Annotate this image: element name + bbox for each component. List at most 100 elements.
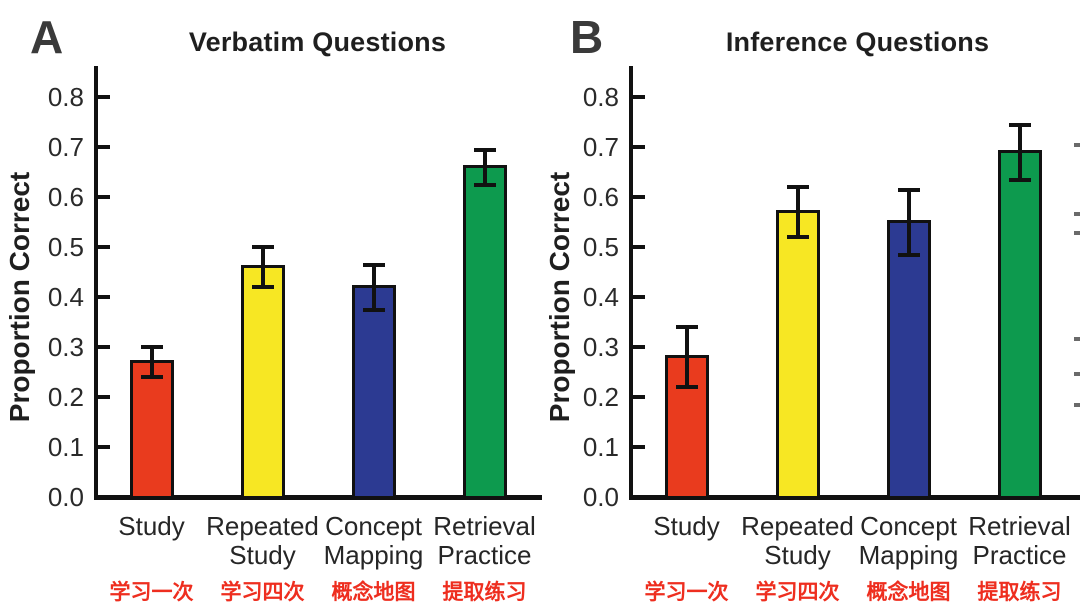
error-bar-cap-bottom [140,375,163,379]
cropped-tick-mark [1074,231,1080,235]
x-category-label: Retrieval Practice [433,511,536,570]
y-tick-label: 0.3 [582,332,619,362]
y-tick-label: 0.8 [582,82,619,112]
error-bar-stem [684,327,689,387]
plot-area: 0.0 0.1 0.2 0.3 0.4 0.5 0.6 0.7 0.8 Study 学习一次 Repe… [47,66,542,604]
bar-retrieval-practice [997,150,1042,499]
error-bar-cap-top [473,147,496,152]
x-category-label: Repeated Study [206,511,319,570]
y-tick [98,295,110,299]
error-bar-cap-top [675,325,698,329]
error-bar-stem [906,189,911,255]
x-category-annotation-zh: 学习四次 [220,581,305,604]
x-category-annotation-zh: 学习一次 [644,581,729,604]
x-category-label: Retrieval Practice [968,511,1071,570]
error-bar-stem [371,264,376,310]
x-category-label: Study [118,511,185,541]
y-tick [633,245,645,249]
bar-concept-mapping [886,220,931,499]
bar-study [664,355,709,499]
y-tick-label: 0.2 [47,382,84,412]
y-tick-label: 0.7 [582,132,619,162]
x-category-annotation-zh: 概念地图 [866,581,951,604]
x-axis-line [628,495,1080,500]
y-tick [98,95,110,99]
y-tick-label: 0.4 [47,282,84,312]
y-tick-label: 0.3 [47,332,84,362]
y-tick [633,445,645,449]
y-tick [633,345,645,349]
y-tick-label: 0.4 [582,282,619,312]
error-bar-cap-top [140,345,163,349]
x-category-annotation-zh: 概念地图 [331,581,416,604]
panel-title-inference: Inference Questions [725,27,990,57]
error-bar-cap-bottom [251,285,274,289]
y-tick [633,395,645,399]
y-tick [98,445,110,449]
y-tick-label: 0.8 [47,82,84,112]
error-bar-cap-bottom [786,235,809,239]
x-category-annotation-zh: 提取练习 [442,581,527,604]
error-bar-cap-top [251,245,274,249]
panel-letter-b: B [570,11,604,63]
y-tick-label: 0.1 [582,432,619,462]
error-bar-stem [1017,124,1022,180]
panel-title-verbatim: Verbatim Questions [188,27,447,57]
y-tick [98,195,110,199]
x-axis-line [93,495,542,500]
y-tick-label: 0.6 [47,182,84,212]
x-category-annotation-zh: 提取练习 [977,581,1062,604]
error-bar-cap-bottom [897,252,920,257]
bar-repeated-study [240,265,285,499]
error-bar-cap-top [1008,122,1031,127]
error-bar-cap-bottom [675,385,698,389]
cropped-tick-mark [1074,403,1080,407]
bar-retrieval-practice [462,165,507,499]
x-category-annotation-zh: 学习一次 [109,581,194,604]
cropped-tick-mark [1074,212,1080,216]
bar-study [129,360,174,499]
error-bar-stem [260,247,265,287]
error-bar-cap-bottom [473,182,496,187]
y-tick [98,395,110,399]
y-tick [633,195,645,199]
panel-letter-a: A [30,11,64,63]
y-tick-label: 0.0 [582,482,619,512]
error-bar-stem [482,149,487,185]
error-bar-cap-bottom [362,307,385,312]
bar-repeated-study [775,210,820,499]
y-tick-label: 0.1 [47,432,84,462]
error-bar-cap-top [786,185,809,189]
panel-inference: B Inference Questions Proportion Correct… [540,0,1080,607]
y-tick-label: 0.5 [582,232,619,262]
x-category-label: Concept Mapping [323,511,424,570]
cropped-tick-mark [1074,143,1080,147]
y-tick-label: 0.6 [582,182,619,212]
y-tick-label: 0.0 [47,482,84,512]
y-tick [633,145,645,149]
cropped-tick-mark [1074,337,1080,341]
error-bar-cap-top [897,187,920,192]
y-axis-line [628,66,633,500]
panel-verbatim: A Verbatim Questions Proportion Correct … [4,11,542,604]
x-category-label: Study [653,511,720,541]
y-axis-line [93,66,98,500]
y-tick [633,295,645,299]
error-bar-cap-top [362,262,385,267]
plot-area: 0.0 0.1 0.2 0.3 0.4 0.5 0.6 0.7 0.8 Study 学习一次 Repe… [540,0,1080,607]
cropped-tick-mark [1074,372,1080,376]
y-tick-label: 0.5 [47,232,84,262]
bar-concept-mapping [351,285,396,499]
y-tick [633,95,645,99]
y-tick-label: 0.7 [47,132,84,162]
x-category-annotation-zh: 学习四次 [755,581,840,604]
y-tick-label: 0.2 [582,382,619,412]
y-tick [98,345,110,349]
error-bar-cap-bottom [1008,177,1031,182]
y-tick [98,145,110,149]
error-bar-stem [149,347,154,377]
x-category-label: Repeated Study [741,511,854,570]
error-bar-stem [795,187,800,237]
y-tick [98,245,110,249]
